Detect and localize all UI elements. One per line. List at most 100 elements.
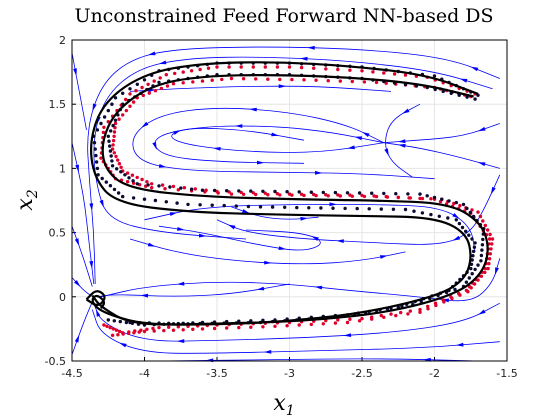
chart-title: Unconstrained Feed Forward NN-based DS [74,5,493,27]
reproduction-point [112,319,117,323]
demonstration-point [396,195,400,200]
demonstration-point [176,188,180,192]
demonstration-point [278,193,282,197]
reproduction-point [420,211,425,215]
stream-arrow [478,309,486,315]
reproduction-point [367,207,371,211]
demonstration-point [399,310,403,315]
reproduction-point [446,216,450,220]
demonstration-point [102,125,106,129]
reproduction-point [249,319,253,323]
reproduction-point [121,194,125,199]
reproduction-point [403,207,408,212]
demonstration-point [145,180,149,184]
reproduction-point [464,229,468,233]
reproduction-point [212,188,217,193]
demonstration-point [181,70,185,74]
stream-arrow [234,124,243,128]
stream-arrow [205,358,214,363]
reproduction-point [297,190,301,194]
stream-arrow [147,51,156,56]
stream-arrow [158,164,167,168]
reproduction-point [108,184,113,188]
stream-arrow [397,143,406,148]
streamline [129,238,406,265]
reproduction-point [261,318,265,322]
stream-arrow [176,281,185,286]
reproduction-point [157,184,161,188]
demonstration-point [241,192,246,196]
y-tick-label: 2 [59,34,66,47]
demonstration-point [299,65,304,70]
reproduction-point [370,191,374,195]
demonstration-point [326,194,330,198]
demonstration-point [125,171,130,175]
reproduction-point [467,276,471,280]
reproduction-point [283,205,287,209]
demonstration-point [297,323,301,327]
stream-arrow [300,56,308,61]
demonstration-point [131,100,136,104]
demonstration-point [394,313,398,318]
reproduction-point [246,204,251,209]
demonstration-point [382,315,386,319]
stream-arrow [271,132,279,137]
streamline [154,125,384,164]
x-tick-label: -4.5 [61,367,82,380]
stream-arrow [152,142,157,150]
demonstration-point [478,214,483,219]
stream-arrow [354,136,363,141]
reproduction-point [472,245,477,249]
demonstration-point [287,65,292,69]
reproduction-point [480,243,485,247]
reproduction-point [104,180,109,184]
stream-arrow [311,236,319,241]
demonstration-point [182,186,187,190]
reproduction-point [453,287,457,292]
stream-arrow [477,162,486,167]
reproduction-point [447,199,451,203]
reproduction-point [418,192,422,196]
reproduction-point [121,91,125,96]
demonstration-point [171,328,176,332]
demonstration-point [251,65,255,69]
reproduction-point [319,206,323,210]
reproduction-point [108,144,112,148]
stream-arrow [455,342,464,347]
demonstration-point [111,138,116,143]
reproduction-point [343,206,347,211]
demonstration-point [145,327,149,331]
demonstration-point [215,65,219,69]
reproduction-point [106,108,111,113]
demonstration-point [112,151,117,155]
stream-arrow [307,45,315,50]
stream-arrow [452,213,460,219]
reproduction-point [465,206,469,211]
reproduction-point [473,97,477,101]
demonstration-point [126,331,131,336]
reproduction-point [146,183,150,187]
data-series [85,61,495,337]
streamline [93,302,500,342]
demonstration-point [99,156,103,160]
reproduction-point [454,200,458,205]
demonstration-point [434,303,438,308]
demonstration-point [159,86,164,91]
streamline [71,226,93,287]
demonstration-point [220,77,224,82]
demonstration-point [314,78,318,82]
stream-arrow [74,334,80,343]
streamline [71,277,92,296]
streamline [158,358,479,362]
demonstration-point [466,290,470,294]
stream-arrow [74,238,80,246]
reproduction-point [464,280,469,284]
demonstration-point [119,165,123,169]
demonstration-point [101,130,106,135]
demonstration-point [108,325,112,330]
stream-arrow [384,148,389,157]
streamline [129,85,392,92]
reproduction-point [123,173,127,177]
demonstration-point [162,328,166,333]
